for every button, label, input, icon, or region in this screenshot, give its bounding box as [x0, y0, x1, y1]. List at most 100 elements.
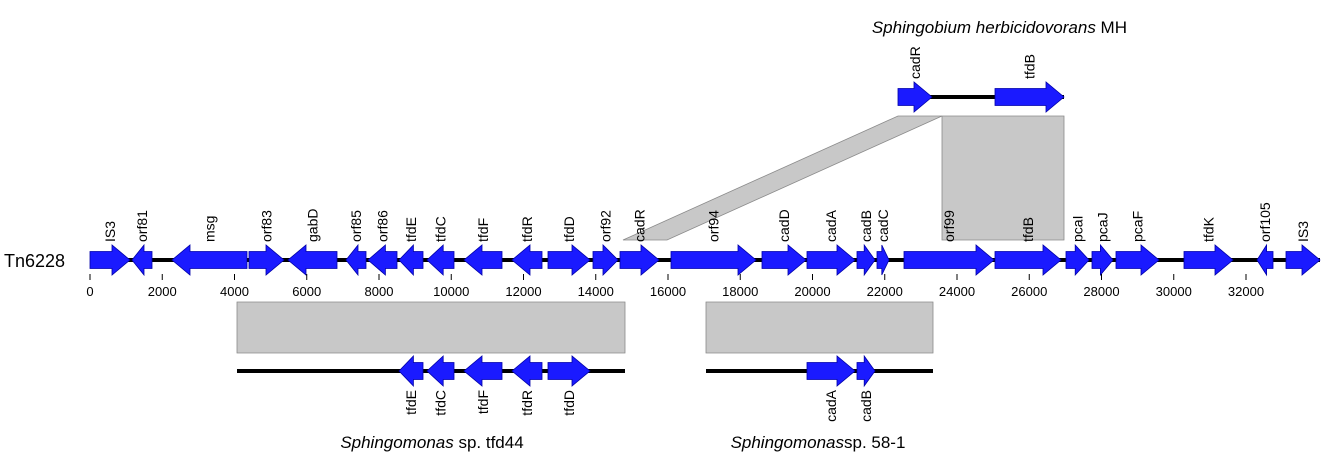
main-gene-pcaj [1091, 243, 1114, 277]
top-gene-label-cadr: cadR [907, 46, 923, 79]
main-gene-label-msg: msg [202, 216, 218, 242]
bottom-right-gene-label-cadb: cadB [858, 390, 874, 422]
bottom-left-gene-tfdr [511, 355, 543, 387]
bottom-left-gene-tfde [398, 355, 424, 387]
main-gene-label-tfdr: tfdR [519, 216, 535, 242]
bottom-left-gene-label-tfdc: tfdC [433, 390, 449, 416]
main-gene-label-orf99: orf99 [941, 210, 957, 242]
main-gene-label-cada: cadA [823, 209, 839, 242]
main-gene-arrows: IS3 orf81 msg orf83 gabD orf85 orf86 tfdE tfdC tf… [89, 202, 1321, 277]
main-gene-msg [171, 244, 248, 276]
axis-tick-label: 8000 [365, 284, 394, 299]
main-gene-cadb [856, 243, 876, 277]
main-gene-tfdr [511, 244, 543, 276]
main-gene-label-orf92: orf92 [598, 210, 614, 242]
axis-tick-label: 6000 [292, 284, 321, 299]
main-gene-orf86 [367, 244, 398, 276]
main-gene-orf85 [345, 243, 367, 277]
main-gene-tfdk [1183, 244, 1234, 276]
axis-tick-label: 30000 [1156, 284, 1192, 299]
main-gene-orf81 [131, 243, 153, 277]
main-gene-label-orf83: orf83 [259, 210, 275, 242]
main-gene-label-tfdd: tfdD [561, 216, 577, 242]
main-gene-tfde [398, 244, 424, 276]
axis-tick-label: 28000 [1083, 284, 1119, 299]
main-gene-label-tfdc: tfdC [433, 216, 449, 242]
bottom-left-gene-label-tfdf: tfdF [475, 390, 491, 414]
main-gene-label-orf94: orf94 [706, 210, 722, 242]
axis-tick-label: 18000 [722, 284, 758, 299]
bottom-left-gene-arrows: tfdE tfdC tfdF tfdR tfdD [398, 355, 591, 416]
main-gene-orf105 [1256, 243, 1274, 277]
main-gene-label-cadr: cadR [632, 209, 648, 242]
bottom-left-organism-label: Sphingomonas sp. tfd44 [340, 433, 523, 452]
main-gene-cada [806, 244, 856, 276]
top-gene-cadr [897, 81, 933, 113]
coordinate-axis: 0 2000 4000 6000 8000 10000 12000 14000 16000 180… [86, 274, 1264, 299]
main-gene-label-gabd: gabD [305, 209, 321, 242]
top-organism-strain: MH [1096, 18, 1127, 37]
main-gene-label-tfde: tfdE [403, 217, 419, 242]
main-gene-label-pcaf: pcaF [1130, 211, 1146, 242]
bottom-right-gene-cadb [856, 354, 876, 388]
homology-bottom-right [705, 301, 934, 354]
axis-tick-label: 24000 [939, 284, 975, 299]
axis-tick-label: 16000 [650, 284, 686, 299]
main-gene-label-is3: IS3 [102, 221, 118, 242]
main-gene-cadd [761, 244, 807, 276]
main-gene-label-orf81: orf81 [134, 210, 150, 242]
bottom-right-organism-genus: Sphingomonas [731, 433, 845, 452]
bottom-left-organism-strain: sp. tfd44 [454, 433, 524, 452]
axis-tick-label: 12000 [505, 284, 541, 299]
main-gene-label-cadd: cadD [776, 209, 792, 242]
axis-tick-label: 14000 [578, 284, 614, 299]
top-gene-label-tfdb: tfdB [1022, 54, 1038, 79]
main-gene-label-orf86: orf86 [375, 210, 391, 242]
main-gene-orf99 [903, 244, 995, 276]
main-gene-label-tfdk: tfdK [1201, 216, 1217, 242]
main-gene-orf83 [248, 244, 285, 276]
main-gene-is3 [89, 244, 131, 276]
bottom-left-gene-label-tfdd: tfdD [561, 390, 577, 416]
bottom-right-organism-strain: sp. 58-1 [844, 433, 905, 452]
bottom-left-gene-tfdc [426, 355, 455, 387]
main-gene-cadr [619, 244, 660, 276]
top-gene-tfdb [994, 81, 1065, 113]
main-gene-label-pcaj: pcaJ [1095, 212, 1111, 242]
main-gene-orf94 [670, 244, 757, 276]
main-gene-tfdf [463, 244, 503, 276]
homology-top-tfdB [941, 115, 1065, 241]
homology-top-cadR [622, 115, 943, 241]
main-gene-tfdc [426, 244, 455, 276]
main-gene-is3 [1285, 244, 1321, 276]
main-gene-label-pcai: pcaI [1070, 216, 1086, 242]
homology-bottom-left [236, 301, 626, 354]
axis-tick-label: 0 [86, 284, 93, 299]
main-gene-cadc [876, 244, 890, 276]
homology-regions [236, 115, 1065, 354]
top-gene-arrows: cadR tfdB [897, 46, 1065, 113]
main-gene-tfdd [547, 244, 591, 276]
top-organism-genus: Sphingobium herbicidovorans [872, 18, 1096, 37]
top-organism-label: Sphingobium herbicidovorans MH [872, 18, 1127, 37]
main-gene-label-orf85: orf85 [348, 210, 364, 242]
main-gene-label-cadb: cadB [858, 210, 874, 242]
main-gene-orf92 [592, 244, 619, 276]
axis-tick-label: 10000 [433, 284, 469, 299]
bottom-left-gene-tfdd [547, 355, 591, 387]
main-gene-label-tfdf: tfdF [475, 218, 491, 242]
main-gene-label-cadc: cadC [875, 209, 891, 242]
main-track-label: Tn6228 [4, 251, 65, 271]
axis-tick-label: 32000 [1228, 284, 1264, 299]
main-gene-gabd [287, 244, 338, 276]
bottom-right-organism-label: Sphingomonassp. 58-1 [731, 433, 906, 452]
main-gene-label-is3: IS3 [1295, 221, 1311, 242]
axis-tick-label: 26000 [1011, 284, 1047, 299]
bottom-right-gene-label-cada: cadA [823, 389, 839, 422]
bottom-left-organism-genus: Sphingomonas [340, 433, 454, 452]
bottom-left-gene-label-tfde: tfdE [403, 390, 419, 415]
axis-tick-label: 2000 [148, 284, 177, 299]
axis-tick-label: 22000 [867, 284, 903, 299]
bottom-right-gene-arrows: cadA cadB [806, 354, 876, 422]
